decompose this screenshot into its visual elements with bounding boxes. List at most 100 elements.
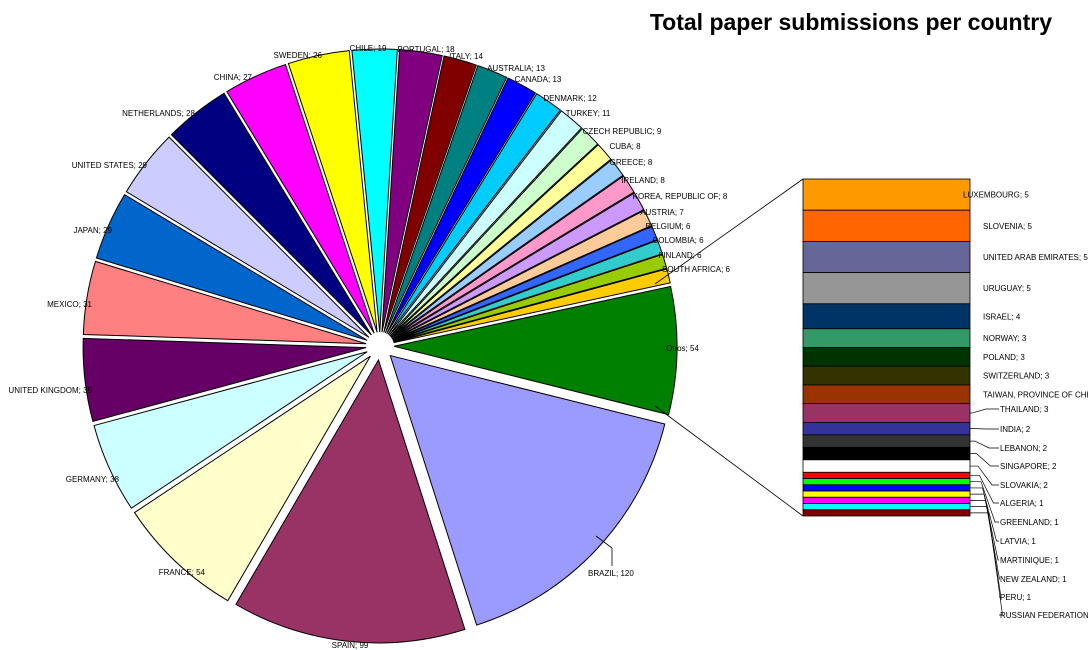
leader-line-martinique (970, 493, 999, 561)
bar-segment-india (802, 421, 971, 436)
slice-label-united-kingdom: UNITED KINGDOM; 35 (8, 386, 92, 395)
bar-label-united-arab-emirates: UNITED ARAB EMIRATES; 5 (983, 253, 1088, 262)
pie-slice-canada (386, 77, 537, 334)
bar-label-peru: PERU; 1 (1000, 593, 1032, 602)
slice-label-china: CHINA; 27 (214, 73, 253, 82)
pie-slice-united-states (125, 136, 370, 338)
leader-line-algeria (970, 475, 999, 504)
leader-line-latvia (970, 487, 999, 542)
slice-label-france: FRANCE; 54 (159, 568, 206, 577)
leader-line-lebanon (970, 440, 999, 449)
pie-slice-brazil (389, 354, 666, 626)
slice-label-canada: CANADA; 13 (515, 75, 562, 84)
slice-label-netherlands: NETHERLANDS; 28 (122, 109, 195, 118)
pie-slice-colombia (393, 239, 663, 342)
pie-slice-spain (235, 358, 466, 644)
pie-slice-finland (393, 253, 668, 343)
slice-label-portugal: PORTUGAL; 18 (397, 45, 455, 54)
bar-segment-new-zealand (802, 496, 971, 504)
pie-slice-italy (383, 55, 478, 333)
bar-label-luxembourg: LUXEMBOURG; 5 (963, 191, 1029, 200)
pie-slice-korea-republic-of (391, 192, 645, 340)
slice-label-united-states: UNITED STATES; 29 (72, 161, 148, 170)
leader-line-thailand (970, 408, 999, 414)
pie-slice-greece (390, 159, 624, 338)
slice-label-australia: AUSTRALIA; 13 (487, 64, 545, 73)
bar-label-norway: NORWAY; 3 (983, 334, 1027, 343)
bar-segment-slovenia (802, 209, 971, 242)
bar-segment-taiwan-province-of-chi (802, 384, 971, 405)
slice-label-mexico: MEXICO; 31 (47, 300, 92, 309)
bar-segment-uruguay (802, 272, 971, 305)
pie-slice-south-africa (393, 268, 671, 344)
bar-segment-russian-federation (802, 509, 971, 517)
pie-slice-otros (393, 285, 678, 416)
bar-label-algeria: ALGERIA; 1 (1000, 499, 1044, 508)
slice-label-japan: JAPAN; 29 (73, 226, 112, 235)
pie-slice-sweden (287, 50, 378, 333)
bar-segment-latvia (802, 484, 971, 492)
bar-label-singapore: SINGAPORE; 2 (1000, 462, 1057, 471)
slice-label-czech-republic: CZECH REPUBLIC; 9 (583, 127, 662, 136)
bar-segment-poland (802, 347, 971, 367)
pie-slice-japan (95, 193, 368, 341)
slice-label-cuba: CUBA; 8 (609, 142, 641, 151)
leader-line-brazil (595, 535, 613, 566)
pie-slice-czech-republic (389, 127, 599, 337)
slice-label-sweden: SWEDEN; 26 (274, 51, 323, 60)
slice-label-austria: AUSTRIA; 7 (640, 208, 684, 217)
leader-line-singapore (970, 453, 999, 467)
bar-segment-norway (802, 328, 971, 348)
bar-segment-martinique (802, 490, 971, 498)
pie-slice-ireland (391, 175, 635, 339)
slice-label-brazil: BRAZIL; 120 (588, 569, 634, 578)
bar-label-lebanon: LEBANON; 2 (1000, 444, 1048, 453)
bar-segment-luxembourg (802, 178, 971, 211)
bar-label-martinique: MARTINIQUE; 1 (1000, 556, 1060, 565)
bar-segment-israel (802, 303, 971, 330)
connector-lines (654, 178, 804, 517)
bar-segment-thailand (802, 403, 971, 423)
bar-segment-algeria (802, 471, 971, 479)
bar-label-new-zealand: NEW ZEALAND; 1 (1000, 575, 1067, 584)
leader-line-russian-federation (970, 512, 1003, 616)
bar-segment-lebanon (802, 434, 971, 448)
connector-bottom (654, 405, 804, 517)
bar-label-india: INDIA; 2 (1000, 425, 1031, 434)
bar-label-slovakia: SLOVAKIA; 2 (1000, 481, 1048, 490)
bar-segment-slovakia (802, 459, 971, 473)
slice-label-germany: GERMANY; 38 (66, 475, 120, 484)
slice-label-otros: Otros; 54 (666, 344, 699, 353)
slice-label-chile: CHILE; 19 (350, 44, 387, 53)
slice-label-denmark: DENMARK; 12 (543, 94, 597, 103)
bar-label-uruguay: URUGUAY; 5 (983, 284, 1031, 293)
pie-slice-chile (351, 48, 398, 333)
slice-label-colombia: COLOMBIA; 6 (652, 236, 704, 245)
bar-label-switzerland: SWITZERLAND; 3 (983, 372, 1050, 381)
pie-slice-china (226, 63, 375, 334)
slice-label-south-africa: SOUTH AFRICA; 6 (662, 265, 731, 274)
bar-segment-peru (802, 503, 971, 511)
bar-label-poland: POLAND; 3 (983, 353, 1025, 362)
leader-line-slovakia (970, 465, 999, 486)
slice-label-ireland: IRELAND; 8 (621, 176, 665, 185)
pie-slice-netherlands (170, 92, 372, 336)
slice-label-spain: SPAIN; 99 (332, 641, 369, 650)
bar-segment-greenland (802, 478, 971, 486)
bar-label-greenland: GREENLAND; 1 (1000, 518, 1059, 527)
slice-label-turkey: TURKEY; 11 (566, 109, 611, 118)
leader-line-new-zealand (970, 500, 1000, 580)
bar-label-latvia: LATVIA; 1 (1000, 537, 1036, 546)
bar-label-slovenia: SLOVENIA; 5 (983, 222, 1032, 231)
leader-line-greenland (970, 481, 999, 523)
slice-label-greece: GREECE; 8 (610, 158, 653, 167)
bar-label-israel: ISRAEL; 4 (983, 312, 1021, 321)
bar-label-thailand: THAILAND; 3 (1000, 405, 1049, 414)
bar-segment-singapore (802, 446, 971, 461)
pie-slice-australia (384, 64, 508, 334)
pie-slice-turkey (388, 110, 583, 336)
pie: BRAZIL; 120 SPAIN; 99 FRANCE; 54 GERMANY; 3… (8, 44, 730, 650)
slice-label-finland: FINLAND; 6 (658, 251, 702, 260)
pie-slice-france (133, 355, 371, 602)
